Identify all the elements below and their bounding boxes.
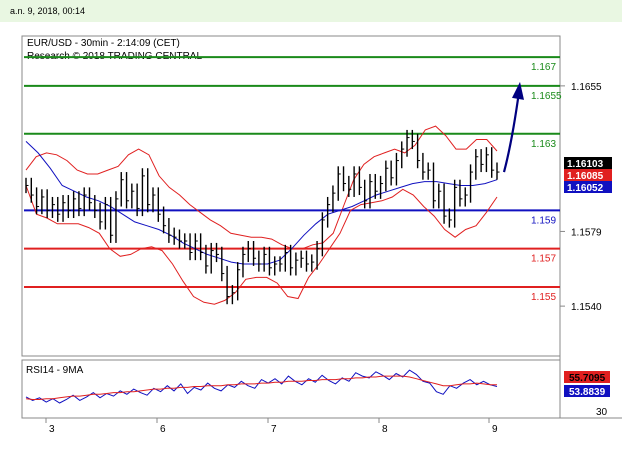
price-tag-label-1: 1.16085	[567, 171, 604, 182]
rsi-tags: 55.7095 53.8839 30	[564, 371, 610, 418]
price-tag-bg-1	[564, 169, 612, 181]
y-tick-label: 1.1579	[571, 227, 602, 238]
forecast-arrow	[502, 81, 524, 173]
y-tick-label: 1.1655	[571, 82, 602, 93]
bollinger-bands	[25, 125, 498, 305]
x-tick-label: 9	[492, 424, 498, 435]
rsi-panel-frame	[21, 359, 561, 419]
level-label-2: 1.163	[531, 139, 556, 150]
ma-line	[25, 141, 498, 265]
price-tag-bg-2	[564, 181, 612, 193]
level-label-3: 1.159	[531, 215, 556, 226]
rsi-line	[25, 369, 498, 404]
forecast-arrow-line	[502, 91, 521, 173]
top-bar: a.n. 9, 2018, 00:14	[0, 0, 622, 22]
rsi-y-tick-label: 30	[596, 407, 608, 418]
rsi-tag-bg-0	[564, 371, 610, 383]
price-tag-bg-0	[564, 157, 612, 169]
rsi-ma-line	[25, 375, 497, 400]
y-tick-label: 1.1540	[571, 302, 602, 313]
x-tick-label: 6	[160, 424, 166, 435]
rsi-tag-bg-1	[564, 385, 610, 397]
level-label-4: 1.157	[531, 254, 556, 265]
price-tag-label-2: 1.16052	[567, 183, 604, 194]
chart-title: EUR/USD - 30min - 2:14:09 (CET)	[27, 38, 180, 49]
level-label-0: 1.167	[531, 62, 556, 73]
x-tick-label: 8	[382, 424, 388, 435]
upper-band-line	[25, 125, 498, 250]
rsi-tag-label-1: 53.8839	[569, 387, 606, 398]
moving-average	[25, 141, 498, 265]
rsi-title: RSI14 - 9MA	[26, 365, 84, 376]
rsi-tag-label-0: 55.7095	[569, 373, 606, 384]
datetime-label: a.n. 9, 2018, 00:14	[10, 6, 86, 16]
y-axis-ticks: 1.1655 1.1579 1.1540	[560, 82, 602, 313]
main-panel-frame	[21, 35, 561, 357]
price-series	[25, 129, 500, 305]
rsi-series	[25, 369, 498, 404]
forecast-arrow-head	[512, 81, 524, 100]
x-tick-label: 3	[49, 424, 55, 435]
level-label-1: 1.1655	[531, 91, 562, 102]
price-tag-label-0: 1.16103	[567, 159, 604, 170]
level-label-5: 1.155	[531, 292, 556, 303]
lower-band-line	[25, 185, 498, 305]
x-axis-ticks: 3 6 7 8 9	[45, 418, 498, 435]
x-tick-label: 7	[271, 424, 277, 435]
